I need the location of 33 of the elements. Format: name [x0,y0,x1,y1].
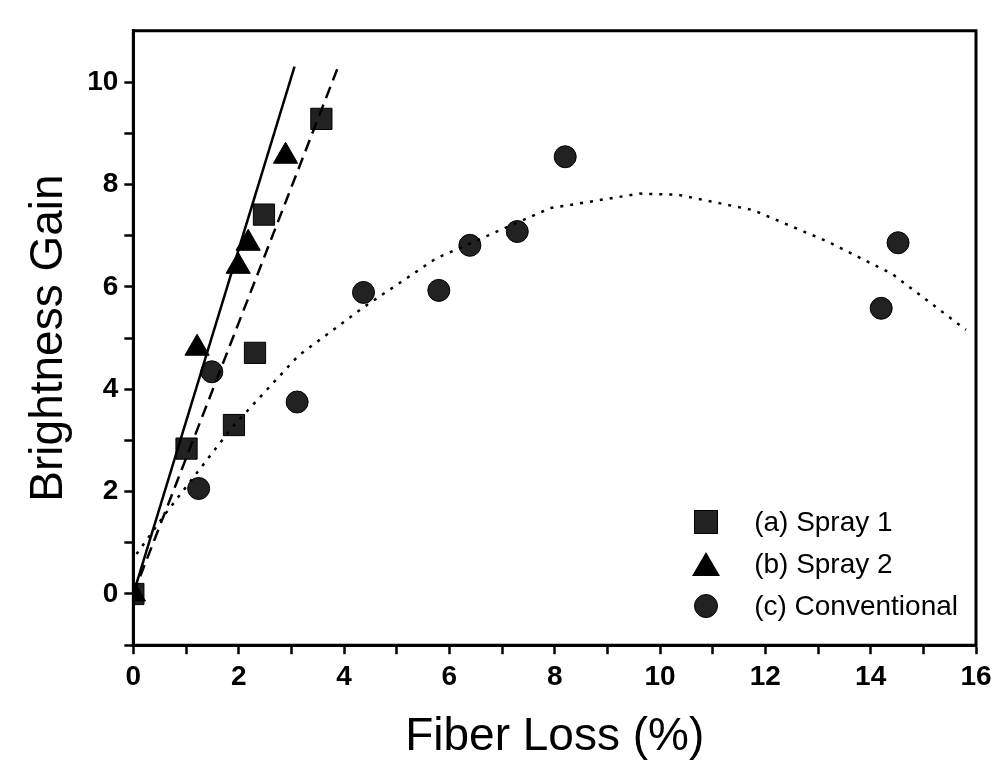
y-tick-label: 6 [102,269,119,301]
y-axis-title: Brightness Gain [20,174,73,502]
x-tick-label: 2 [230,659,247,691]
x-tick-label: 14 [855,659,887,691]
y-tick-label: 0 [102,576,119,608]
point [869,296,893,320]
point [243,341,267,364]
y-tick-label: 8 [102,167,119,199]
point [222,413,246,437]
point [505,220,529,243]
point [252,203,276,226]
legend-label: (a) Spray 1 [754,506,893,539]
legend-label: (c) Conventional [754,590,958,623]
point [187,477,211,501]
x-tick-label: 6 [441,659,458,691]
x-tick-label: 10 [644,659,676,691]
y-tick-label: 4 [102,371,119,403]
x-tick-label: 8 [546,659,563,691]
x-tick-label: 12 [749,659,781,691]
point [310,107,333,130]
x-tick-label: 0 [125,659,142,691]
x-axis-title: Fiber Loss (%) [405,708,705,761]
point [427,278,451,302]
point [352,280,375,304]
x-tick-label: 16 [960,659,992,691]
legend-label: (b) Spray 2 [754,548,893,581]
x-tick-label: 4 [336,659,353,691]
y-tick-label: 2 [102,474,119,506]
y-tick-label: 10 [87,64,119,96]
point [553,145,577,169]
point [886,231,910,255]
point [285,390,309,414]
point [458,233,482,257]
